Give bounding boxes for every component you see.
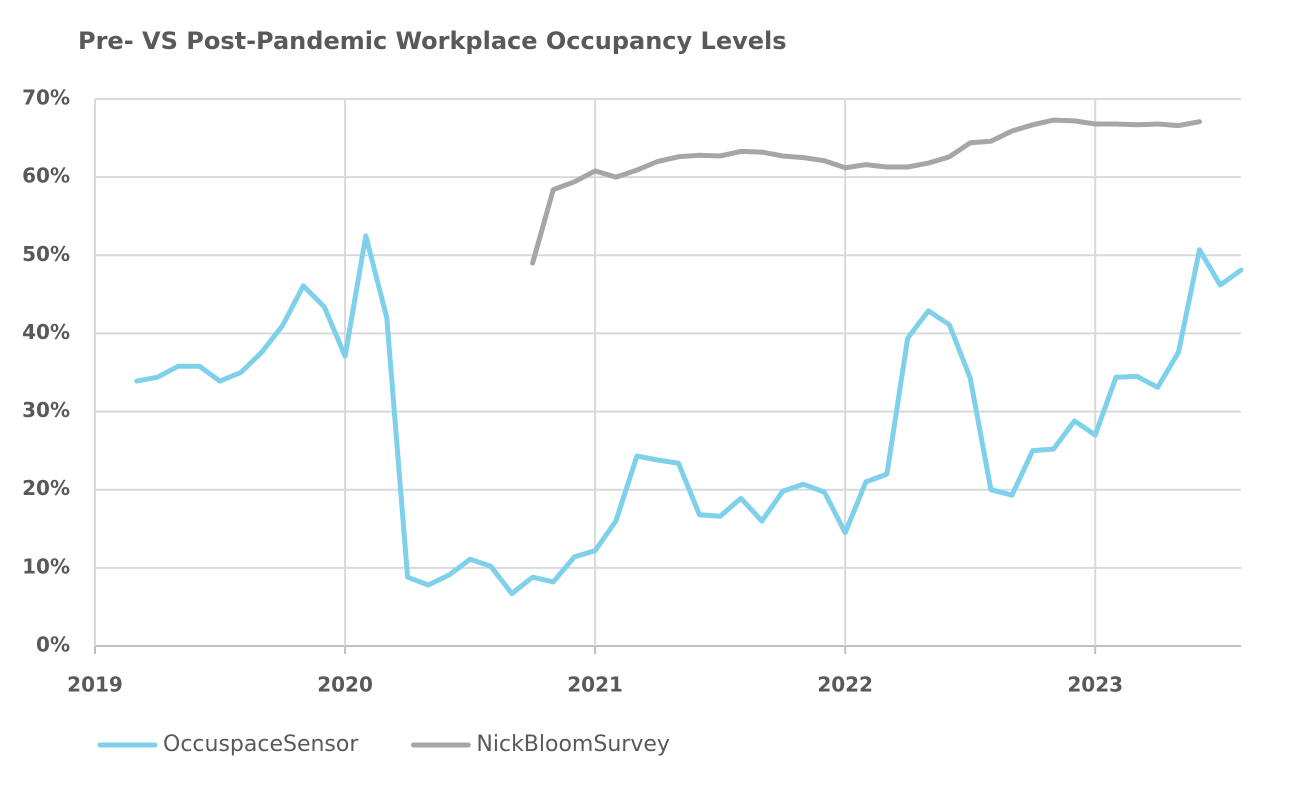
x-tick-label: 2020 xyxy=(317,673,373,697)
series-line xyxy=(530,117,1202,266)
y-tick-label: 60% xyxy=(22,164,70,188)
y-tick-label: 70% xyxy=(22,86,70,110)
x-tick-label: 2021 xyxy=(567,673,623,697)
x-tick-label: 2019 xyxy=(67,673,123,697)
y-tick-label: 30% xyxy=(22,398,70,422)
y-tick-label: 10% xyxy=(22,554,70,578)
y-tick-label: 50% xyxy=(22,242,70,266)
x-tick-label: 2022 xyxy=(817,673,873,697)
legend-label: OccuspaceSensor xyxy=(163,732,359,757)
legend-label: NickBloomSurvey xyxy=(476,732,670,757)
x-tick-label: 2023 xyxy=(1067,673,1123,697)
y-tick-label: 40% xyxy=(22,320,70,344)
y-tick-label: 20% xyxy=(22,476,70,500)
chart-title: Pre- VS Post-Pandemic Workplace Occupanc… xyxy=(78,27,787,55)
y-tick-label: 0% xyxy=(36,633,70,657)
series-line xyxy=(134,233,1244,597)
